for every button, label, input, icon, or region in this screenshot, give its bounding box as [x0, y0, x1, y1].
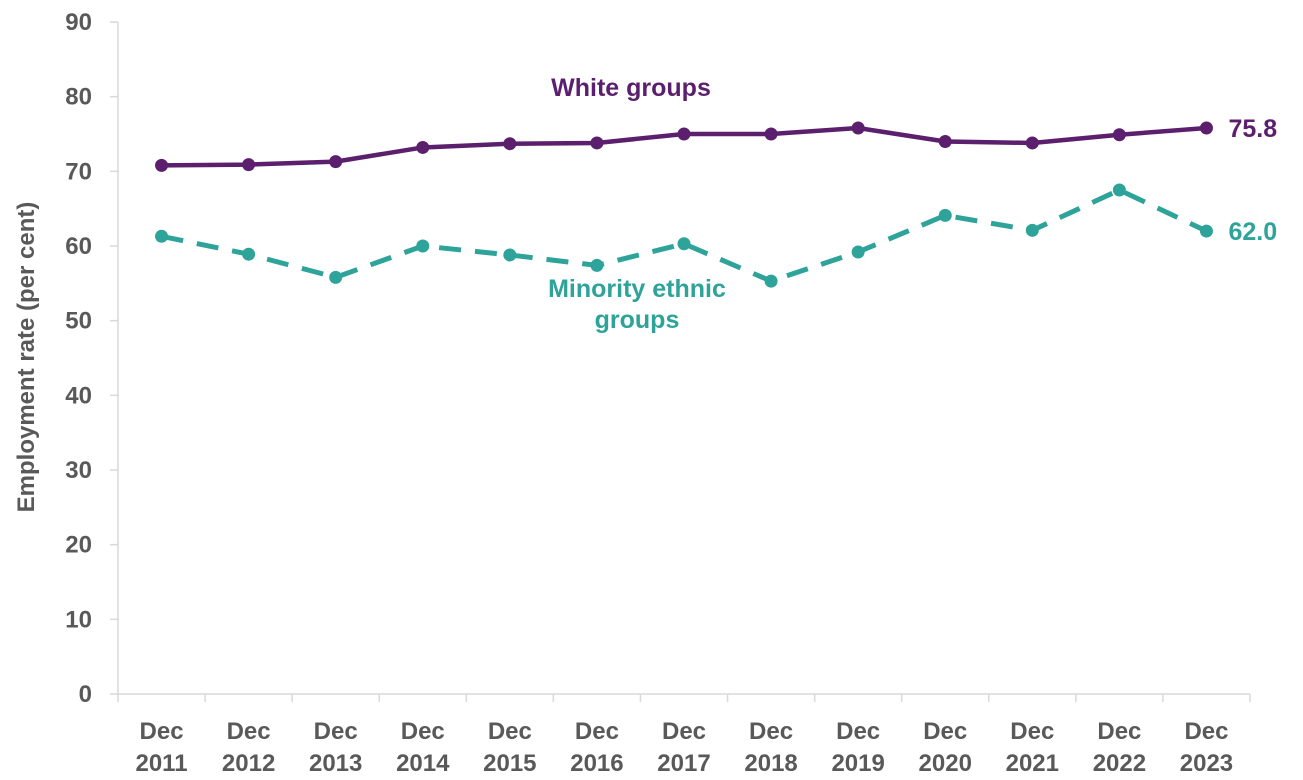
data-point [1112, 183, 1126, 197]
end-value-label: 75.8 [1228, 115, 1277, 143]
y-tick-label: 50 [65, 308, 92, 335]
x-tick-label: 2022 [1093, 750, 1146, 777]
series-name-label: groups [595, 306, 680, 334]
x-tick-label: Dec [923, 718, 967, 745]
x-tick-label: Dec [1184, 718, 1228, 745]
y-tick-label: 60 [65, 233, 92, 260]
axes [117, 22, 1250, 695]
data-point [155, 229, 169, 243]
data-point [938, 134, 952, 148]
x-tick-label: 2013 [309, 750, 362, 777]
y-tick-label: 80 [65, 84, 92, 111]
data-point [1025, 223, 1039, 237]
x-tick-label: Dec [836, 718, 880, 745]
x-tick-label: 2015 [483, 750, 536, 777]
x-tick-label: 2014 [396, 750, 450, 777]
data-point [677, 127, 691, 141]
x-tick-label: Dec [140, 718, 184, 745]
x-tick-label: 2020 [919, 750, 972, 777]
y-tick-label: 70 [65, 158, 92, 185]
data-point [242, 247, 256, 261]
data-point [1112, 128, 1126, 142]
x-tick-label: Dec [401, 718, 445, 745]
series-name-label: White groups [551, 74, 711, 102]
x-axis-ticks: Dec 2011 Dec 2012 Dec 2013 Dec 2014 Dec 2015 Dec 20… [117, 694, 1251, 777]
data-point [1199, 121, 1213, 135]
x-tick-label: 2012 [222, 750, 275, 777]
data-point [242, 158, 256, 172]
x-tick-label: Dec [314, 718, 358, 745]
x-tick-label: Dec [227, 718, 271, 745]
x-tick-label: Dec [488, 718, 532, 745]
x-tick-label: 2017 [657, 750, 710, 777]
data-point [1199, 224, 1213, 238]
y-axis-label: Employment rate (per cent) [13, 202, 40, 513]
y-tick-label: 90 [65, 9, 92, 36]
y-tick-label: 0 [79, 681, 92, 708]
data-point [503, 248, 517, 262]
series-name-label: Minority ethnic [548, 275, 726, 303]
end-value-label: 62.0 [1228, 218, 1277, 246]
data-point [329, 270, 343, 284]
x-tick-label: 2018 [744, 750, 797, 777]
data-point [416, 140, 430, 154]
data-point [590, 136, 604, 150]
series-line [161, 187, 1208, 284]
x-tick-label: Dec [1010, 718, 1054, 745]
x-tick-label: Dec [1097, 718, 1141, 745]
data-point [503, 137, 517, 151]
series-layer [155, 121, 1213, 288]
x-tick-label: 2019 [831, 750, 884, 777]
data-point [1025, 136, 1039, 150]
x-tick-label: 2011 [135, 750, 187, 777]
data-point [329, 155, 343, 169]
x-tick-label: Dec [662, 718, 706, 745]
data-point [851, 245, 865, 259]
y-tick-label: 30 [65, 457, 92, 484]
series-white-groups [155, 121, 1213, 172]
data-point [155, 158, 169, 172]
x-tick-label: 2023 [1180, 750, 1233, 777]
data-point [677, 237, 691, 251]
y-tick-label: 20 [65, 532, 92, 559]
data-point [938, 208, 952, 222]
data-point [851, 121, 865, 135]
data-point [764, 127, 778, 141]
y-axis-ticks: 0 10 20 30 40 50 60 70 80 90 [65, 9, 118, 708]
x-tick-label: Dec [575, 718, 619, 745]
x-tick-label: 2021 [1006, 750, 1059, 777]
y-tick-label: 40 [65, 382, 92, 409]
data-point [590, 258, 604, 272]
series-labels: 75.8 White groups 62.0 Minority ethnic group… [548, 74, 1277, 334]
x-tick-label: Dec [749, 718, 793, 745]
data-point [764, 274, 778, 288]
series-minority-ethnic-groups [155, 183, 1213, 288]
x-tick-label: 2016 [570, 750, 623, 777]
data-point [416, 239, 430, 253]
y-tick-label: 10 [65, 606, 92, 633]
